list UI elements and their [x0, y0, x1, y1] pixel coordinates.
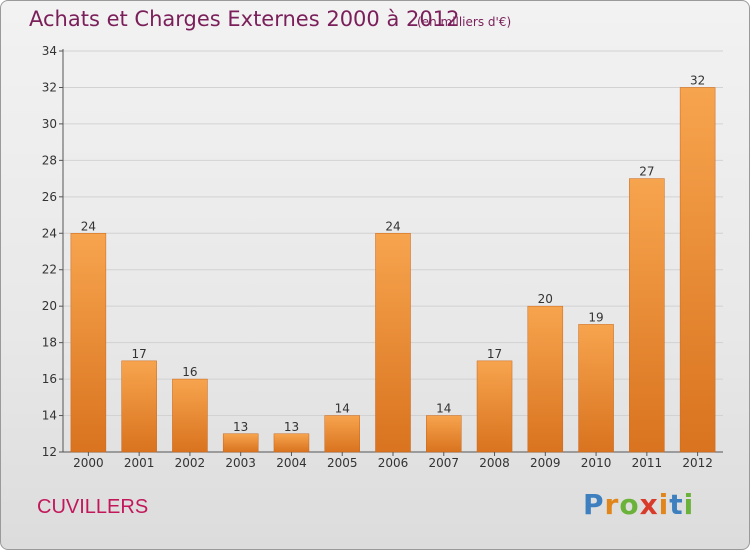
x-tick-label-2002: 2002 [175, 456, 206, 470]
bar-2001 [121, 360, 157, 453]
y-tick-label: 12 [42, 445, 57, 459]
y-tick-label: 28 [42, 153, 57, 167]
x-tick-label-2000: 2000 [73, 456, 104, 470]
data-label-2010: 19 [588, 310, 603, 324]
logo-letter: x [639, 488, 659, 521]
y-tick-label: 26 [42, 190, 57, 204]
bar-2007 [426, 415, 462, 453]
bar-2000 [70, 233, 107, 453]
logo-letter: t [669, 488, 684, 521]
data-label-2002: 16 [182, 365, 197, 379]
data-label-2006: 24 [385, 219, 400, 233]
bar-2006 [375, 233, 411, 453]
y-tick-label: 20 [42, 299, 57, 313]
y-tick-label: 22 [42, 263, 57, 277]
logo-letter: r [604, 488, 620, 521]
data-label-2005: 14 [335, 402, 350, 416]
logo-letter: i [683, 488, 695, 521]
y-tick-label: 32 [42, 80, 57, 94]
data-label-2004: 13 [284, 420, 299, 434]
logo-letter: o [619, 488, 640, 521]
y-tick-label: 30 [42, 117, 57, 131]
bar-2002 [172, 378, 208, 453]
x-tick-label-2007: 2007 [428, 456, 459, 470]
data-label-2008: 17 [487, 347, 502, 361]
commune-name: CUVILLERS [37, 496, 149, 518]
bar-2012 [679, 87, 716, 453]
bar-2008 [476, 360, 513, 453]
data-label-2012: 32 [690, 73, 705, 87]
data-labels: 24 17 16 13 13 14 24 14 17 20 19 27 32 [81, 73, 706, 433]
bar-2010 [578, 324, 614, 453]
bar-2011 [629, 178, 665, 453]
data-label-2009: 20 [538, 292, 553, 306]
data-label-2000: 24 [81, 219, 96, 233]
y-tick-label: 16 [42, 372, 57, 386]
y-tick-label: 14 [42, 409, 57, 423]
bar-2004 [273, 433, 310, 453]
x-tick-label-2001: 2001 [124, 456, 155, 470]
x-tick-label-2006: 2006 [378, 456, 409, 470]
proxiti-logo: Proxiti [583, 488, 694, 521]
bars [70, 87, 716, 453]
x-tick-label-2005: 2005 [327, 456, 358, 470]
bar-2005 [324, 415, 360, 453]
y-tick-label: 18 [42, 336, 57, 350]
x-tick-label-2004: 2004 [276, 456, 307, 470]
x-tick-label-2012: 2012 [682, 456, 713, 470]
bar-2009 [527, 305, 564, 453]
data-label-2001: 17 [132, 347, 147, 361]
x-tick-label-2008: 2008 [479, 456, 510, 470]
logo-letter: i [658, 488, 670, 521]
y-tick-labels: 12 14 16 18 20 22 24 26 28 30 32 34 [42, 44, 57, 459]
y-tick-label: 24 [42, 226, 57, 240]
x-tick-label-2011: 2011 [632, 456, 663, 470]
data-label-2011: 27 [639, 165, 654, 179]
y-tick-label: 34 [42, 44, 57, 58]
logo-letter: P [583, 488, 605, 521]
x-tick-labels: 2000 2001 2002 2003 2004 2005 2006 2007 2008 2009… [73, 452, 713, 470]
data-label-2003: 13 [233, 420, 248, 434]
x-tick-label-2003: 2003 [225, 456, 256, 470]
chart-title: Achats et Charges Externes 2000 à 2012 [29, 7, 460, 31]
x-tick-label-2009: 2009 [530, 456, 561, 470]
data-label-2007: 14 [436, 402, 451, 416]
chart-subtitle: (en milliers d'€) [417, 15, 512, 29]
bar-2003 [222, 433, 259, 453]
x-tick-label-2010: 2010 [581, 456, 612, 470]
